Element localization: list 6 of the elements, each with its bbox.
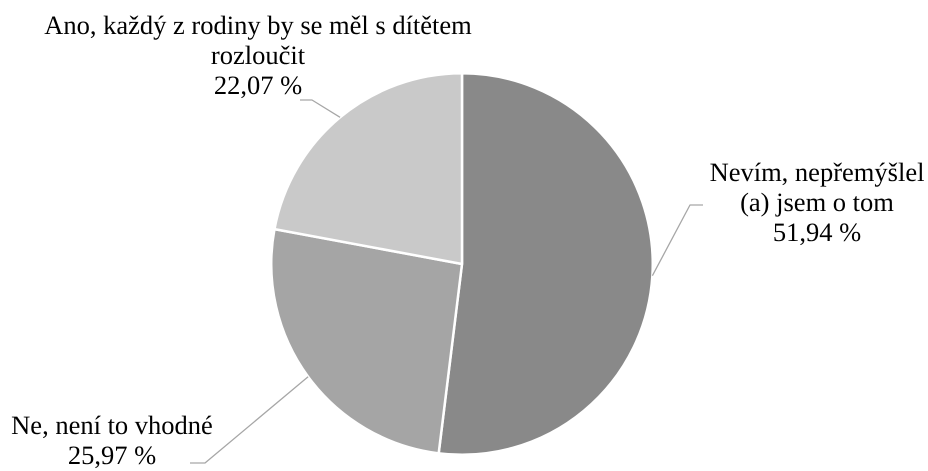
slice-label: Nevím, nepřemýšlel (a) jsem o tom	[710, 156, 924, 217]
data-label: 22,07 %	[214, 70, 302, 100]
slice-label: Ne, není to vhodné	[11, 410, 213, 440]
slice-label: Ano, každý z rodiny by se měl s dítětem rozloučit	[44, 10, 472, 70]
data-label: 25,97 %	[68, 440, 156, 470]
data-label: 51,94 %	[772, 216, 862, 247]
